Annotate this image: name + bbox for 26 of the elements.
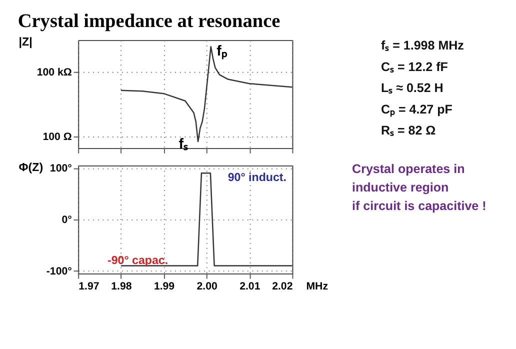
text: if circuit is capacitive ! [352,198,486,213]
x-tick-label: 1.98 [111,280,132,292]
x-tick-label: 1.97 [78,280,100,292]
x-axis-title: MHz [306,280,328,292]
y-tick-label: 100 Ω [42,131,72,144]
text: Crystal operates in [352,162,465,176]
x-tick-label: 2.00 [196,280,218,292]
y-axis-title: |Z| [18,36,32,48]
annotation: 90° induct. [228,172,286,184]
text: fₛ = 1.998 MHz [380,38,464,53]
annotation: fₚ [216,43,228,60]
text: Rₛ = 82 Ω [380,124,436,138]
text: Cₛ = 12.2 fF [380,60,448,74]
y-tick-label: 100° [50,162,72,174]
x-tick-label: 1.99 [154,280,175,292]
y-tick-label: 100 kΩ [36,66,72,78]
chart-title: Crystal impedance at resonance [18,11,281,32]
text: inductive region [352,180,449,194]
x-tick-label: 2.01 [240,280,260,292]
y-tick-label: -100° [46,265,72,278]
text: Cₚ = 4.27 pF [380,102,453,118]
text: Lₛ ≈ 0.52 H [380,81,444,96]
x-tick-label: 2.02 [272,280,293,292]
y-tick-label: 0° [62,214,72,226]
annotation: -90° capac. [108,254,168,267]
y-axis-title: Φ(Z) [18,162,44,174]
